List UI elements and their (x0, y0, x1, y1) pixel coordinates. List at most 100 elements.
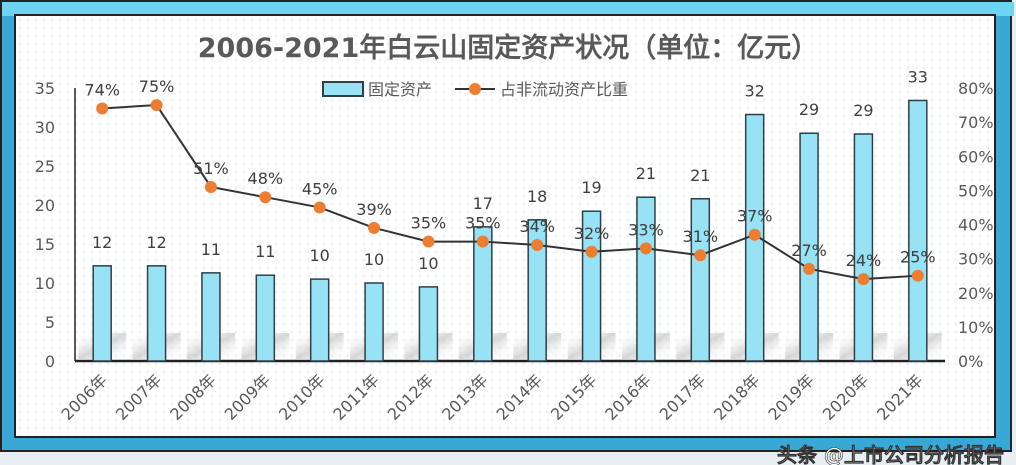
bar (201, 272, 221, 362)
chart-area (14, 14, 996, 438)
x-tick-label: 2006年 (57, 370, 111, 424)
x-tick-label: 2016年 (601, 370, 655, 424)
line-marker (639, 242, 652, 255)
line-data-label: 32% (574, 224, 610, 243)
line-marker (422, 235, 435, 248)
legend: 固定资产 占非流动资产比重 (322, 80, 628, 99)
y-right-tick-label: 40% (958, 216, 994, 235)
x-tick-label: 2021年 (873, 370, 927, 424)
x-tick-label: 2018年 (710, 370, 764, 424)
bar-data-label: 21 (690, 166, 710, 185)
line-data-label: 35% (465, 214, 501, 233)
y-left-tick-label: 20 (35, 196, 55, 215)
line-marker (96, 102, 109, 115)
y-left-tick-label: 30 (35, 118, 55, 137)
legend-bar-swatch (322, 81, 364, 97)
bar (636, 196, 656, 362)
line-marker (313, 201, 326, 214)
line-marker (476, 235, 489, 248)
bar-data-label: 10 (310, 246, 330, 265)
line-data-label: 37% (737, 207, 773, 226)
y-left-tick-label: 25 (35, 157, 55, 176)
bar-data-label: 12 (146, 233, 166, 252)
bar (255, 274, 276, 362)
bar-data-label: 29 (853, 101, 873, 120)
y-right-tick-label: 0% (958, 352, 983, 371)
y-right-tick-label: 30% (958, 250, 994, 269)
line-data-label: 48% (248, 169, 284, 188)
y-left-tick-label: 5 (45, 313, 55, 332)
line-data-label: 45% (302, 179, 338, 198)
x-tick-label: 2020年 (819, 370, 873, 424)
bar-data-label: 21 (636, 164, 656, 183)
x-tick-label: 2015年 (547, 370, 601, 424)
y-left-tick-label: 0 (45, 352, 55, 371)
y-left-tick-label: 35 (35, 79, 55, 98)
bar-data-label: 10 (418, 254, 438, 273)
bar-data-label: 32 (745, 82, 765, 101)
bar-data-label: 29 (799, 100, 819, 119)
line-marker (694, 249, 707, 262)
bar-data-label: 10 (364, 250, 384, 269)
legend-bar-label: 固定资产 (368, 80, 432, 99)
bar (853, 133, 874, 362)
bar (92, 265, 112, 362)
line-marker (585, 245, 598, 258)
legend-line-marker (469, 83, 481, 95)
x-tick-label: 2007年 (112, 370, 166, 424)
line-marker (150, 99, 163, 112)
line-data-label: 33% (628, 220, 664, 239)
line-marker (803, 262, 816, 275)
bar (908, 99, 928, 362)
bar (527, 219, 547, 362)
line-marker (531, 238, 544, 251)
line-data-label: 39% (356, 200, 392, 219)
line-marker (259, 191, 272, 204)
line-data-label: 75% (139, 77, 175, 96)
y-left-tick-label: 10 (35, 274, 55, 293)
bar-data-label: 17 (473, 194, 493, 213)
bar (473, 226, 493, 362)
watermark: 头条 @上市公司分析报告 (777, 443, 1004, 465)
bar-data-label: 18 (527, 187, 547, 206)
bar-data-label: 11 (255, 242, 275, 261)
line-marker (368, 221, 381, 234)
x-tick-label: 2013年 (438, 370, 492, 424)
line-series (102, 104, 918, 281)
y-right-tick-label: 70% (958, 113, 994, 132)
y-right-tick-label: 10% (958, 318, 994, 337)
chart-title: 2006-2021年白云山固定资产状况（单位：亿元） (198, 32, 819, 64)
line-data-label: 27% (791, 241, 827, 260)
x-tick-label: 2012年 (384, 370, 438, 424)
bar (146, 265, 167, 362)
bar (364, 282, 384, 362)
x-tick-label: 2010年 (275, 370, 329, 424)
line-data-label: 31% (683, 227, 719, 246)
line-data-label: 34% (519, 217, 555, 236)
bar (309, 278, 330, 362)
bar (690, 198, 711, 362)
y-right-tick-label: 60% (958, 147, 994, 166)
x-tick-label: 2009年 (221, 370, 275, 424)
x-tick-label: 2014年 (492, 370, 546, 424)
bar-data-label: 11 (201, 240, 221, 259)
y-right-tick-label: 80% (958, 79, 994, 98)
line-marker (748, 228, 761, 241)
line-data-label: 25% (900, 248, 936, 267)
line-marker (857, 273, 870, 286)
y-right-tick-label: 50% (958, 181, 994, 200)
bar (799, 132, 819, 362)
x-tick-label: 2019年 (764, 370, 818, 424)
line-marker (911, 269, 924, 282)
bar-data-label: 19 (581, 178, 601, 197)
bar-data-label: 33 (908, 67, 928, 86)
legend-line-label: 占非流动资产比重 (500, 80, 628, 99)
x-tick-label: 2008年 (166, 370, 220, 424)
line-data-label: 35% (411, 214, 447, 233)
x-tick-label: 2017年 (656, 370, 710, 424)
line-data-label: 74% (84, 80, 120, 99)
x-tick-label: 2011年 (329, 370, 383, 424)
bar-data-label: 12 (92, 233, 112, 252)
